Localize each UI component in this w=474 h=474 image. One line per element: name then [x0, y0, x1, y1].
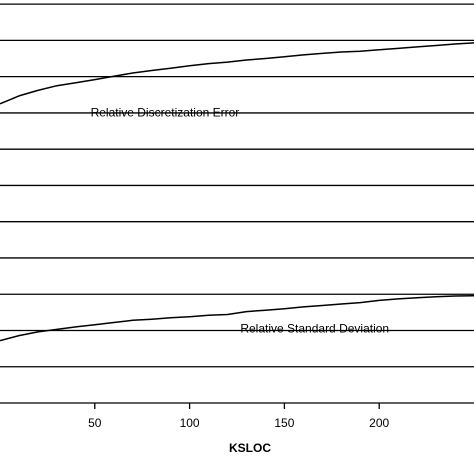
x-axis: 50 100 150 200	[0, 402, 474, 430]
series-line-1	[0, 42, 474, 105]
x-tick-label-50: 50	[88, 416, 102, 430]
x-axis-title: KSLOC	[229, 441, 271, 455]
x-tick-label-200: 200	[369, 416, 389, 430]
series-line-2	[0, 294, 474, 342]
x-tick-label-100: 100	[180, 416, 200, 430]
series-lines	[0, 42, 474, 342]
x-tick-label-150: 150	[274, 416, 294, 430]
gridlines	[0, 3, 474, 368]
annotation-2: Relative Standard Deviation	[240, 321, 389, 335]
series-annotations: Relative Discretization Error Relative St…	[91, 106, 390, 336]
annotation-1: Relative Discretization Error	[91, 106, 240, 120]
